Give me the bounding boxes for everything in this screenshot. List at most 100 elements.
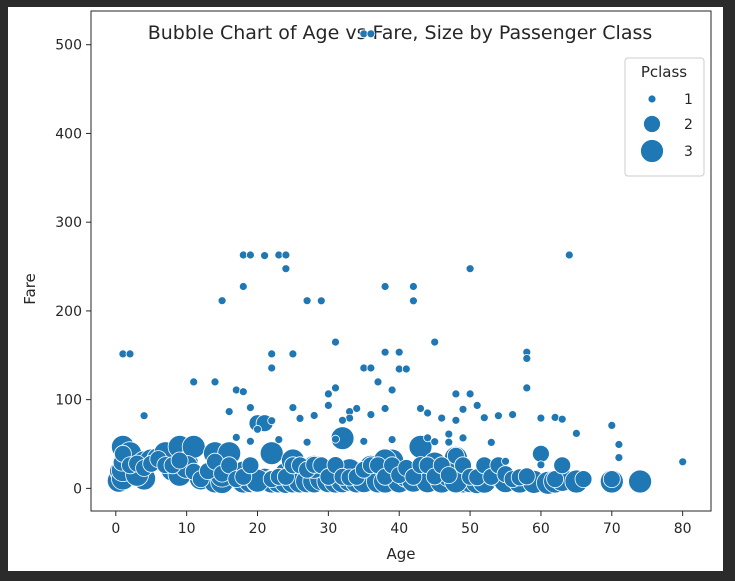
x-tick-label: 0	[111, 521, 120, 537]
legend-marker-class-1	[647, 94, 657, 104]
data-point-class-1	[522, 353, 532, 363]
data-point-class-1	[472, 400, 482, 410]
data-point-class-2	[170, 451, 189, 470]
y-axis-ticks: 0 100 200 300 400 500	[55, 38, 91, 497]
data-point-class-1	[331, 337, 340, 347]
data-point-class-1	[274, 435, 284, 445]
data-point-class-1	[380, 347, 390, 357]
data-point-class-1	[309, 411, 319, 420]
data-point-class-1	[430, 437, 440, 447]
data-point-class-1	[408, 282, 418, 291]
data-point-class-1	[493, 411, 503, 421]
legend-label-class-1: 1	[684, 92, 693, 108]
x-tick-label: 50	[461, 521, 479, 537]
data-point-class-1	[217, 296, 227, 306]
data-point-class-1	[394, 347, 404, 357]
data-point-class-1	[536, 460, 546, 470]
data-point-class-1	[380, 404, 390, 413]
x-axis-label: Age	[386, 545, 415, 563]
x-tick-label: 20	[249, 521, 267, 537]
data-point-class-1	[465, 264, 475, 274]
data-point-class-1	[408, 296, 418, 306]
data-point-class-1	[281, 250, 291, 260]
data-point-class-1	[564, 250, 574, 260]
legend-label-class-2: 2	[684, 117, 693, 133]
data-point-class-1	[430, 337, 440, 347]
data-point-class-2	[553, 456, 572, 475]
data-point-class-1	[210, 377, 220, 387]
data-point-class-1	[253, 424, 262, 434]
data-point-class-2	[532, 444, 550, 463]
legend-marker-class-3	[640, 139, 664, 163]
data-point-class-1	[245, 403, 255, 413]
data-point-class-1	[302, 437, 312, 447]
data-point-class-1	[316, 296, 326, 306]
data-point-class-2	[517, 467, 536, 486]
data-point-class-1	[267, 349, 277, 359]
data-point-class-1	[423, 408, 433, 418]
data-point-class-1	[550, 412, 560, 422]
y-tick-label: 100	[55, 393, 82, 409]
legend-label-class-3: 3	[684, 144, 693, 160]
data-point-class-1	[288, 403, 298, 413]
data-point-class-1	[508, 410, 518, 420]
y-tick-label: 0	[73, 481, 82, 497]
data-point-class-1	[267, 416, 277, 426]
data-point-class-1	[465, 389, 475, 399]
data-point-class-1	[238, 282, 248, 291]
legend: Pclass 1 2 3	[624, 57, 705, 177]
chart-title: Bubble Chart of Age vs Fare, Size by Pas…	[148, 22, 653, 44]
data-point-class-1	[125, 349, 135, 359]
data-markers	[106, 29, 688, 495]
bubble-chart: Bubble Chart of Age vs Fare, Size by Pas…	[21, 10, 712, 563]
figure-canvas: Bubble Chart of Age vs Fare, Size by Pas…	[8, 7, 723, 571]
data-point-class-2	[439, 466, 458, 485]
data-point-class-1	[281, 264, 291, 274]
legend-entries: 1 2 3	[640, 92, 693, 163]
data-point-class-1	[451, 415, 461, 425]
y-axis-label: Fare	[21, 273, 39, 305]
x-tick-label: 70	[603, 521, 621, 537]
y-tick-label: 400	[55, 126, 82, 142]
data-point-class-1	[607, 420, 617, 430]
data-point-class-1	[267, 363, 277, 373]
x-tick-label: 40	[390, 521, 408, 537]
x-tick-label: 30	[319, 521, 337, 537]
data-point-class-1	[338, 415, 347, 425]
data-point-class-1	[359, 436, 369, 446]
x-tick-label: 80	[674, 521, 692, 537]
data-point-class-1	[536, 413, 546, 423]
data-point-class-1	[302, 296, 312, 306]
data-point-class-1	[458, 433, 468, 443]
x-tick-label: 60	[532, 521, 550, 537]
legend-title: Pclass	[641, 63, 687, 81]
data-point-class-1	[139, 411, 149, 421]
data-point-class-1	[451, 389, 461, 399]
data-point-class-1	[557, 414, 567, 424]
data-point-class-1	[387, 385, 397, 395]
data-point-class-1	[366, 410, 376, 420]
data-point-class-1	[288, 349, 298, 359]
data-point-class-1	[238, 387, 248, 397]
data-point-class-1	[401, 364, 411, 374]
data-point-class-1	[331, 434, 340, 444]
data-point-class-3	[628, 469, 652, 494]
data-point-class-1	[245, 250, 255, 260]
data-point-class-1	[444, 429, 454, 439]
data-point-class-1	[323, 389, 333, 399]
data-point-class-1	[678, 457, 688, 467]
data-point-class-1	[331, 383, 340, 393]
data-point-class-1	[479, 413, 489, 423]
legend-marker-class-2	[643, 115, 661, 133]
data-point-class-1	[387, 435, 397, 445]
data-point-class-1	[352, 404, 362, 413]
y-tick-label: 300	[55, 215, 82, 231]
data-point-class-2	[602, 470, 621, 489]
data-point-class-1	[486, 437, 496, 447]
x-tick-label: 10	[178, 521, 196, 537]
x-axis-ticks: 0 10 20 30 40 50 60 70 80	[111, 511, 692, 537]
data-point-class-2	[241, 456, 260, 475]
data-point-class-3	[330, 426, 355, 451]
data-point-class-1	[501, 456, 510, 466]
data-point-class-2	[574, 470, 593, 489]
